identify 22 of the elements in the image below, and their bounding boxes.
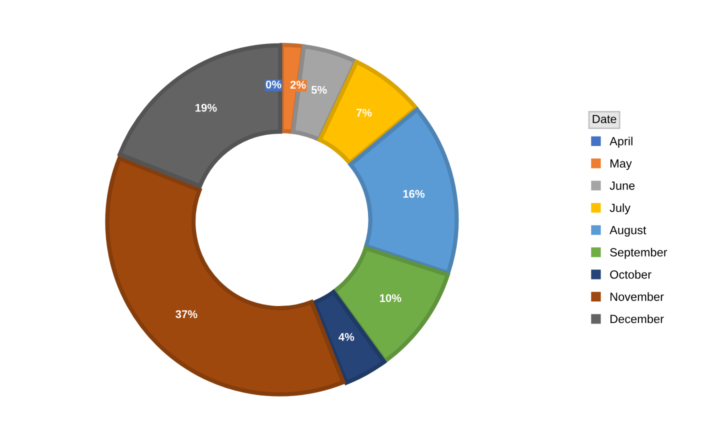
data-label: 10% xyxy=(380,294,402,302)
legend-label: November xyxy=(610,292,664,301)
data-label: 19% xyxy=(196,104,217,112)
data-label: 4% xyxy=(338,333,354,341)
legend-label: September xyxy=(610,248,668,259)
legend-label: October xyxy=(610,270,652,279)
donut-slice xyxy=(348,107,459,275)
data-label: 5% xyxy=(311,86,327,94)
data-label: 7% xyxy=(356,108,372,117)
legend-label: August xyxy=(610,226,646,237)
text: 0% xyxy=(266,80,282,88)
legend-title: Date xyxy=(592,114,616,124)
legend-label: December xyxy=(610,314,664,324)
legend-label: April xyxy=(610,136,632,148)
legend-label: May xyxy=(610,159,632,170)
donut-slice xyxy=(332,246,450,364)
donut-slice xyxy=(118,43,282,188)
data-label: 37% xyxy=(176,310,198,318)
legend-label: July xyxy=(610,203,631,214)
data-label: 16% xyxy=(403,190,425,198)
data-label: 2% xyxy=(290,80,306,89)
legend-label: June xyxy=(610,182,635,190)
